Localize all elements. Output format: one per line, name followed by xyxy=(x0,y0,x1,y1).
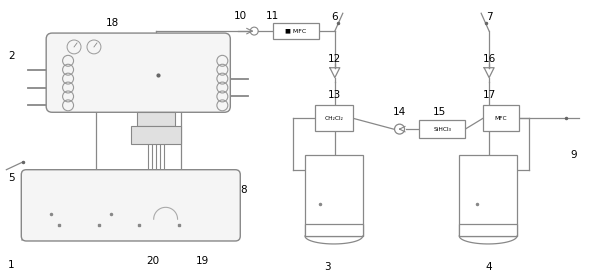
Polygon shape xyxy=(61,227,68,241)
FancyBboxPatch shape xyxy=(21,170,240,241)
FancyBboxPatch shape xyxy=(46,33,230,112)
Bar xyxy=(419,120,465,138)
Text: 1: 1 xyxy=(8,260,14,270)
Polygon shape xyxy=(188,227,196,241)
Polygon shape xyxy=(109,227,116,241)
Bar xyxy=(273,23,319,39)
Polygon shape xyxy=(196,227,203,241)
Text: 4: 4 xyxy=(486,262,493,272)
Text: MFC: MFC xyxy=(495,116,508,121)
Polygon shape xyxy=(85,227,92,241)
Text: 14: 14 xyxy=(393,107,406,117)
Bar xyxy=(315,105,353,131)
Text: SiHCl₃: SiHCl₃ xyxy=(433,127,451,132)
Text: 16: 16 xyxy=(482,54,496,64)
Text: 3: 3 xyxy=(325,262,331,272)
Polygon shape xyxy=(173,227,179,241)
Text: 20: 20 xyxy=(146,256,159,266)
Text: CH₂Cl₂: CH₂Cl₂ xyxy=(325,116,343,121)
Text: 11: 11 xyxy=(266,11,279,21)
Polygon shape xyxy=(125,227,132,241)
Polygon shape xyxy=(37,227,44,241)
Text: ■ MFC: ■ MFC xyxy=(286,29,307,34)
Polygon shape xyxy=(212,227,220,241)
Polygon shape xyxy=(181,227,188,241)
Polygon shape xyxy=(21,227,28,241)
Polygon shape xyxy=(141,227,148,241)
Polygon shape xyxy=(220,227,227,241)
Bar xyxy=(459,155,517,236)
Bar xyxy=(305,155,363,236)
Text: 8: 8 xyxy=(240,185,247,195)
Text: 18: 18 xyxy=(106,18,119,28)
Text: 17: 17 xyxy=(482,90,496,101)
Bar xyxy=(137,112,175,126)
Text: 10: 10 xyxy=(234,11,247,21)
Polygon shape xyxy=(29,227,36,241)
Polygon shape xyxy=(157,227,164,241)
Bar xyxy=(131,126,181,144)
Polygon shape xyxy=(53,227,60,241)
Polygon shape xyxy=(77,227,84,241)
Text: 19: 19 xyxy=(196,256,209,266)
Polygon shape xyxy=(93,227,100,241)
Polygon shape xyxy=(149,227,155,241)
Polygon shape xyxy=(69,227,76,241)
Text: 5: 5 xyxy=(8,173,14,183)
Polygon shape xyxy=(164,227,172,241)
Text: 15: 15 xyxy=(433,107,446,117)
Bar xyxy=(459,224,517,236)
Polygon shape xyxy=(133,227,140,241)
Text: 6: 6 xyxy=(332,12,338,22)
Polygon shape xyxy=(101,227,108,241)
Bar xyxy=(305,224,363,236)
Polygon shape xyxy=(229,227,235,241)
Polygon shape xyxy=(205,227,211,241)
Text: 13: 13 xyxy=(328,90,341,101)
Text: 12: 12 xyxy=(328,54,341,64)
Polygon shape xyxy=(45,227,52,241)
Text: 9: 9 xyxy=(571,150,577,160)
Text: 2: 2 xyxy=(8,51,14,61)
Text: 7: 7 xyxy=(486,12,493,22)
Polygon shape xyxy=(117,227,124,241)
Bar xyxy=(483,105,519,131)
